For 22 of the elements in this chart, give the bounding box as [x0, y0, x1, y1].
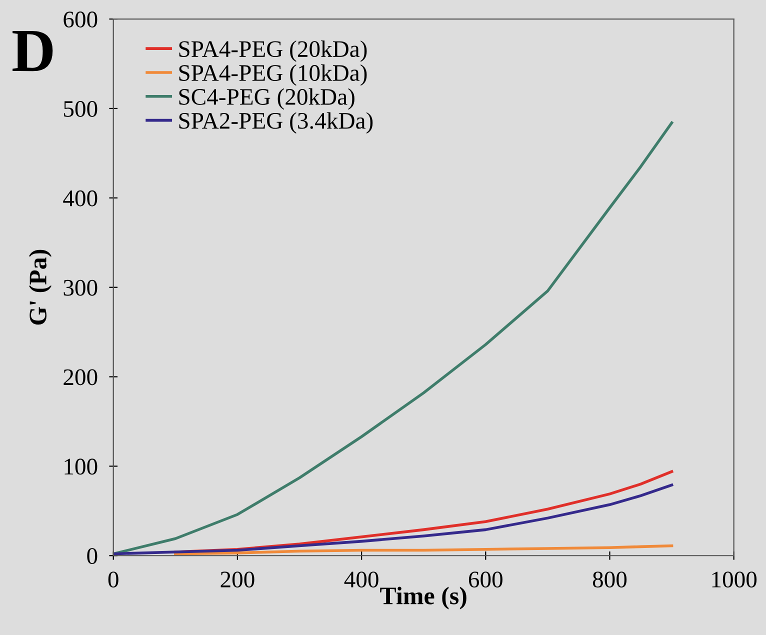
- y-tick-label: 200: [64, 369, 98, 386]
- x-tick-label: 200: [220, 572, 254, 588]
- x-tick-label: 0: [108, 572, 118, 588]
- x-axis-title: Time (s): [380, 586, 466, 610]
- text: D: [12, 30, 53, 72]
- legend-label: SPA2-PEG (3.4kDa): [179, 112, 373, 134]
- y-tick-label: 400: [63, 190, 98, 206]
- y-tick-label: 600: [64, 12, 98, 28]
- legend-label: SPA4-PEG (10kDa): [179, 64, 367, 86]
- legend-label: SC4-PEG (20kDa): [179, 88, 354, 110]
- y-tick-label: 100: [64, 458, 98, 475]
- y-tick-label: 0: [87, 548, 98, 564]
- x-tick-label: 1000: [712, 572, 757, 588]
- x-tick-label: 800: [592, 572, 627, 588]
- x-tick-label: 600: [468, 572, 502, 588]
- y-tick-label: 500: [64, 100, 98, 117]
- y-axis-title: G' (Pa): [28, 250, 52, 325]
- line-series: [113, 484, 674, 556]
- line-series: [174, 544, 674, 556]
- legend-label: SPA4-PEG (20kDa): [179, 40, 367, 62]
- x-tick-label: 400: [344, 572, 378, 588]
- y-tick-label: 300: [64, 280, 98, 296]
